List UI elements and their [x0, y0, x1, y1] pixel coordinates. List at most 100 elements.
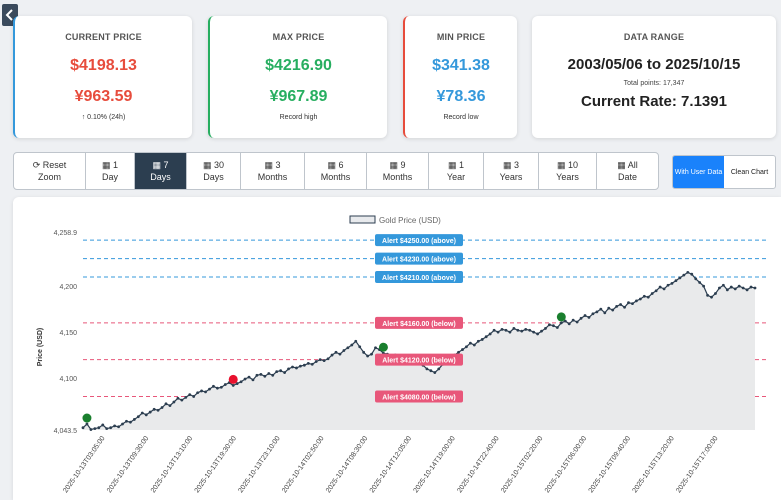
y-tick-label: 4,043.5: [54, 428, 77, 435]
price-point: [635, 299, 638, 303]
alert-badge: [375, 316, 463, 329]
price-point: [310, 362, 314, 366]
price-point: [275, 370, 279, 374]
price-point: [552, 324, 555, 328]
range-l1: 10: [568, 160, 579, 170]
price-chart-panel: Gold Price (USD) Price (USD) 4,258.9 4,20…: [13, 197, 781, 500]
price-point: [729, 285, 733, 289]
price-point: [263, 374, 267, 378]
alert-label: Alert $4120.00 (below): [382, 358, 456, 365]
price-point: [243, 377, 247, 381]
price-point: [93, 427, 97, 431]
price-point: [575, 320, 579, 324]
price-point: [437, 367, 441, 371]
price-point: [208, 387, 211, 391]
price-point: [306, 361, 310, 365]
range-30-days-button[interactable]: ▦ 30 Days: [187, 153, 241, 189]
price-point: [425, 367, 429, 371]
price-point: [129, 420, 132, 424]
price-point: [89, 428, 93, 431]
price-point: [429, 369, 433, 373]
chart-legend: Gold Price (USD): [349, 215, 441, 225]
price-point: [204, 390, 207, 394]
price-point: [508, 330, 512, 334]
calendar-icon: ▦: [202, 160, 212, 170]
price-point: [132, 418, 136, 421]
range-6-months-button[interactable]: ▦ 6 Months: [305, 153, 367, 189]
price-point: [101, 423, 105, 427]
range-9-months-button[interactable]: ▦ 9 Months: [367, 153, 429, 189]
range-all-date-button[interactable]: ▦ All Date: [597, 153, 658, 189]
x-tick-label: 2025-10-14T12:05:00: [369, 435, 413, 494]
alert-label: Alert $4160.00 (below): [382, 321, 456, 328]
range-10-years-button[interactable]: ▦ 10 Years: [539, 153, 597, 189]
price-point: [559, 321, 563, 325]
current-rate: Current Rate: 7.1391: [581, 93, 727, 110]
price-point: [172, 400, 176, 404]
price-point: [591, 312, 595, 316]
price-point: [279, 369, 283, 373]
buy-marker: [556, 312, 566, 322]
alert-label: Alert $4080.00 (below): [382, 394, 456, 401]
x-tick-label: 2025-10-13T19:30:00: [194, 435, 238, 494]
reset-zoom-button[interactable]: ⟳ Reset Zoom: [14, 153, 86, 189]
price-point: [216, 386, 219, 390]
price-point: [358, 345, 362, 349]
range-l2: Day: [101, 172, 118, 182]
price-point: [540, 329, 543, 333]
calendar-icon: ▦: [152, 160, 161, 170]
price-point: [433, 371, 437, 374]
price-point: [686, 270, 690, 274]
range-l1: 6: [338, 160, 344, 170]
range-7-days-button[interactable]: ▦ 7 Days: [135, 153, 187, 189]
price-point: [642, 294, 646, 298]
price-point: [271, 373, 275, 377]
price-point: [548, 323, 551, 327]
price-point: [484, 335, 488, 339]
price-point: [350, 343, 354, 347]
price-point: [121, 422, 124, 426]
price-point: [113, 424, 117, 428]
x-tick-label: 2025-10-15T02:20:00: [500, 435, 544, 494]
price-point: [753, 286, 757, 290]
buy-marker: [378, 342, 388, 352]
range-3-months-button[interactable]: ▦ 3 Months: [241, 153, 305, 189]
max-price-usd: $4216.90: [265, 57, 332, 74]
range-l1: 30: [214, 160, 225, 170]
with-user-data-button[interactable]: With User Data: [673, 156, 724, 188]
price-chart[interactable]: Gold Price (USD) Price (USD) 4,258.9 4,20…: [13, 197, 781, 500]
price-point: [247, 375, 251, 379]
x-axis: 2025-10-13T03:05:00 2025-10-13T09:30:00 20…: [62, 435, 719, 494]
x-tick-label: 2025-10-13T09:30:00: [106, 435, 150, 494]
price-point: [81, 426, 85, 430]
range-1-day-button[interactable]: ▦ 1 Day: [86, 153, 135, 189]
range-3-years-button[interactable]: ▦ 3 Years: [484, 153, 539, 189]
clean-chart-button[interactable]: Clean Chart: [730, 168, 769, 176]
range-1-year-button[interactable]: ▦ 1 Year: [429, 153, 484, 189]
price-point: [682, 273, 686, 277]
price-point: [520, 329, 524, 333]
legend-label: Gold Price (USD): [379, 216, 441, 225]
total-points: Total points: 17,347: [623, 80, 685, 87]
price-point: [362, 350, 366, 354]
price-point: [295, 366, 298, 370]
calendar-icon: ▦: [101, 160, 111, 170]
price-point: [587, 315, 591, 319]
price-point: [342, 349, 346, 352]
price-point: [156, 408, 160, 412]
y-tick-label: 4,258.9: [54, 230, 77, 237]
price-point: [346, 346, 350, 350]
price-point: [160, 406, 164, 409]
x-tick-label: 2025-10-15T09:40:00: [588, 435, 632, 494]
price-point: [140, 411, 144, 415]
price-point: [318, 358, 322, 362]
legend-swatch: [349, 215, 376, 224]
price-point: [117, 425, 120, 429]
price-point: [299, 364, 302, 368]
price-point: [184, 395, 188, 399]
price-point: [670, 281, 674, 285]
price-point: [314, 360, 318, 363]
price-point: [536, 332, 539, 336]
range-l2: Months: [320, 172, 351, 182]
price-point: [97, 426, 101, 430]
